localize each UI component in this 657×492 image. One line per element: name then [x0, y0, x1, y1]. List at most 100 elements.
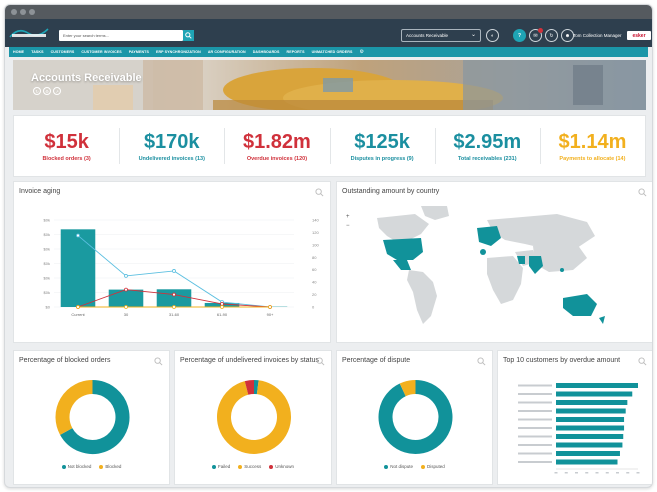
y-tick-label: $0k: [44, 261, 50, 266]
kpi-tile[interactable]: $2.95m Total receivables (231): [434, 116, 540, 176]
card-title: Percentage of blocked orders: [19, 357, 111, 364]
search-icon[interactable]: [638, 357, 647, 366]
map-region-australia: [563, 294, 597, 316]
top-customers-chart: [518, 383, 640, 474]
window-minimize-dot[interactable]: [20, 9, 26, 15]
customer-bar: [556, 442, 623, 448]
settings-icon[interactable]: ⚙: [43, 87, 51, 95]
blocked-orders-card: Percentage of blocked orders Not blocked…: [13, 350, 170, 485]
window-maximize-dot[interactable]: [29, 9, 35, 15]
dashboard-icon[interactable]: ◐: [486, 29, 499, 42]
view-selector[interactable]: Accounts Receivable ⌄: [401, 29, 481, 42]
customer-bar: [556, 434, 624, 439]
card-title: Percentage of undelivered invoices by st…: [180, 357, 319, 364]
window-titlebar: [5, 5, 652, 19]
x-tick-placeholder: [554, 472, 558, 474]
country-map-card: Outstanding amount by country + −: [336, 181, 652, 343]
legend-item[interactable]: Success: [238, 464, 261, 469]
zoom-out-button[interactable]: −: [346, 223, 350, 229]
aging-point: [172, 292, 176, 297]
nav-item-home[interactable]: HOME: [13, 50, 25, 54]
map-region-russia: [487, 214, 595, 250]
kpi-tile[interactable]: $15k Blocked orders (3): [14, 116, 119, 176]
search-icon[interactable]: [316, 357, 325, 366]
legend-item[interactable]: Not blocked: [61, 464, 91, 469]
nav-item-payments[interactable]: PAYMENTS: [128, 50, 149, 54]
kpi-tile[interactable]: $170k Undelivered invoices (13): [119, 116, 224, 176]
search-icon[interactable]: [315, 188, 324, 197]
main-nav: HOME TASKS CUSTOMERS CUSTOMER INVOICES PAYME…: [9, 47, 648, 57]
aging-point: [76, 233, 80, 238]
kpi-bar: $15k Blocked orders (3) $170k Undelivered i…: [13, 115, 646, 177]
x-tick-placeholder: [626, 472, 630, 474]
aging-bar: [108, 289, 144, 307]
kpi-tile[interactable]: $1.82m Overdue invoices (120): [224, 116, 329, 176]
legend-item[interactable]: Not dispute: [384, 464, 413, 469]
y2-tick-label: 80: [312, 255, 317, 260]
nav-item-tasks[interactable]: TASKS: [31, 50, 44, 54]
nav-item-customers[interactable]: CUSTOMERS: [50, 50, 75, 54]
aging-point: [76, 305, 80, 309]
page-banner: Accounts Receivable ↻ ⚙ ↗: [13, 60, 646, 110]
nav-item-unmatched-orders[interactable]: UNMATCHED ORDERS: [311, 50, 353, 54]
customer-bar: [556, 417, 625, 422]
legend-item[interactable]: Disputed: [421, 464, 445, 469]
zoom-in-button[interactable]: +: [346, 214, 350, 220]
kpi-tile[interactable]: $125k Disputes in progress (9): [329, 116, 435, 176]
nav-item-ar-configuration[interactable]: AR CONFIGURATION: [207, 50, 246, 54]
legend-swatch: [238, 464, 243, 469]
window-close-dot[interactable]: [11, 9, 17, 15]
aging-point: [172, 305, 176, 309]
nav-item-dashboards[interactable]: DASHBOARDS: [252, 50, 280, 54]
nav-item-customer-invoices[interactable]: CUSTOMER INVOICES: [81, 50, 122, 54]
legend-item[interactable]: Failed: [211, 464, 230, 469]
search-icon[interactable]: [154, 357, 163, 366]
chart-legend: Not blocked Blocked: [14, 464, 169, 469]
kpi-value: $170k: [143, 130, 200, 153]
x-tick-placeholder: [605, 472, 609, 474]
legend-item[interactable]: Blocked: [99, 464, 121, 469]
aging-bar: [156, 289, 192, 307]
refresh-icon[interactable]: ↻: [33, 87, 41, 95]
x-tick-label: 30: [124, 312, 129, 317]
notification-badge: [538, 28, 543, 33]
kpi-value: $1.82m: [243, 130, 311, 153]
help-icon[interactable]: ?: [513, 29, 526, 42]
y-tick-label: $0k: [44, 276, 50, 281]
notifications-icon[interactable]: ✉: [529, 28, 543, 42]
app-window: Enter your search terms... Accounts Rece…: [4, 4, 653, 488]
aging-point: [220, 305, 224, 309]
kpi-label: Overdue invoices (120): [246, 155, 308, 162]
nav-settings-icon[interactable]: ⚙: [359, 49, 364, 55]
dispute-card: Percentage of dispute Not dispute Dispute…: [336, 350, 493, 485]
aging-point: [268, 305, 272, 309]
aging-point: [124, 274, 128, 278]
x-tick-placeholder: [564, 472, 568, 474]
y2-tick-label: 20: [312, 292, 317, 297]
aging-point: [172, 269, 176, 273]
history-icon[interactable]: ↻: [545, 29, 558, 42]
user-name[interactable]: Tom Collection Manager: [573, 33, 622, 38]
map-region-asia: [533, 244, 587, 272]
user-avatar[interactable]: ☻: [561, 29, 574, 42]
x-tick-label: 90+: [267, 312, 274, 317]
search-input[interactable]: Enter your search terms...: [59, 30, 183, 41]
search-button[interactable]: [183, 30, 194, 41]
legend-item[interactable]: Unknown: [269, 464, 294, 469]
export-icon[interactable]: ↗: [53, 87, 61, 95]
aging-point: [124, 305, 128, 309]
accounts-receivable-logo[interactable]: [8, 25, 52, 41]
kpi-tile[interactable]: $1.14m Payments to allocate (14): [539, 116, 645, 176]
legend-swatch: [99, 464, 104, 469]
top-customers-card: Top 10 customers by overdue amount: [497, 350, 652, 485]
nav-item-erp-synchronization[interactable]: ERP SYNCHRONIZATION: [155, 50, 201, 54]
x-tick-label: 61-90: [217, 312, 228, 317]
donut-slice: [217, 380, 291, 454]
nav-item-reports[interactable]: REPORTS: [286, 50, 305, 54]
map-region-southeast-asia: [560, 268, 564, 272]
search-icon[interactable]: [477, 357, 486, 366]
legend-label: Disputed: [427, 464, 445, 469]
search-icon[interactable]: [638, 188, 647, 197]
map-region-africa: [487, 256, 523, 304]
x-tick-label: Current: [71, 312, 85, 317]
